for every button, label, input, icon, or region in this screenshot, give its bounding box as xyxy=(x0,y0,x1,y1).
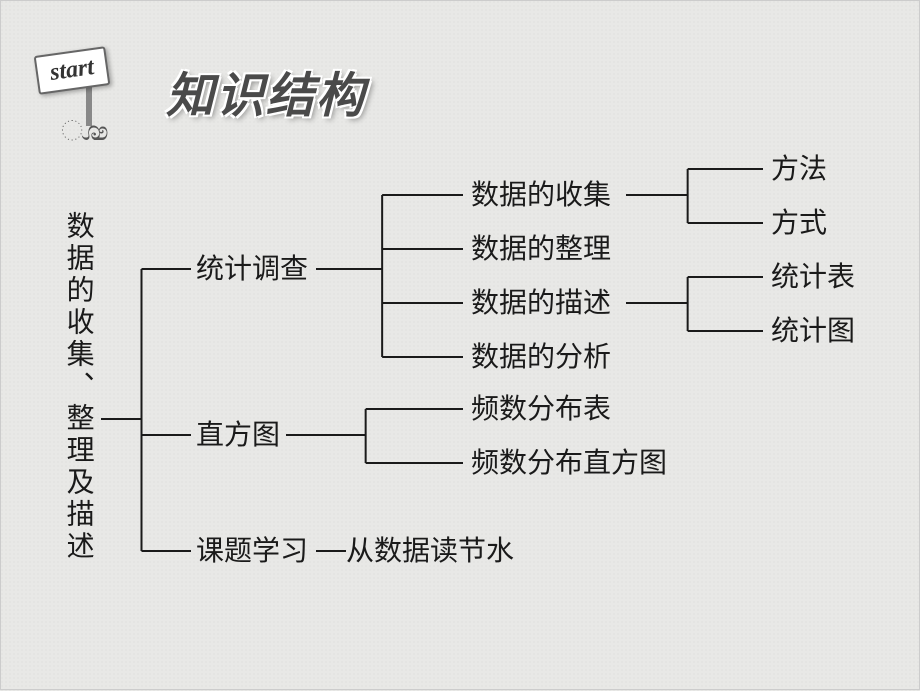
node-c1: 方法 xyxy=(771,153,827,187)
node-root: 数据的收集、整理及描述 xyxy=(61,211,95,563)
node-c3: 统计表 xyxy=(771,261,855,295)
node-a3: 课题学习 xyxy=(196,535,308,569)
node-a3b: 从数据读节水 xyxy=(346,535,514,569)
node-a2: 直方图 xyxy=(196,419,280,453)
node-d1: 频数分布表 xyxy=(471,393,611,427)
node-c2: 方式 xyxy=(771,207,827,241)
node-d2: 频数分布直方图 xyxy=(471,447,667,481)
node-b4: 数据的分析 xyxy=(471,341,611,375)
node-a1: 统计调查 xyxy=(196,253,308,287)
node-b2: 数据的整理 xyxy=(471,233,611,267)
node-b1: 数据的收集 xyxy=(471,179,611,213)
node-b3: 数据的描述 xyxy=(471,287,611,321)
node-c4: 统计图 xyxy=(771,315,855,349)
tree-diagram: 数据的收集、整理及描述 统计调查 直方图 课题学习 从数据读节水 数据的收集 数… xyxy=(1,1,920,691)
